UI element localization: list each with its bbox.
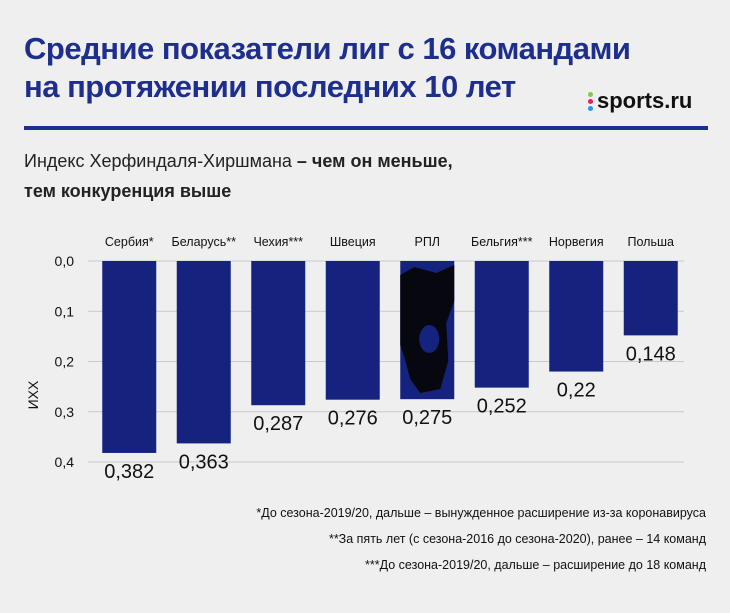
bar [623, 261, 678, 336]
category-label: Норвегия [549, 235, 604, 249]
value-label: 0,382 [104, 461, 154, 483]
footnote-1: *До сезона-2019/20, дальше – вынужденное… [256, 506, 706, 520]
bar [325, 261, 380, 400]
y-tick-label: 0,4 [55, 454, 75, 470]
footnote-2: **За пять лет (с сезона-2016 до сезона-2… [328, 532, 706, 546]
subtitle-regular: Индекс Херфиндаля-Хиршмана [24, 151, 292, 171]
subtitle-bold-1: – чем он меньше, [291, 151, 453, 171]
chart-title: Средние показатели лиг с 16 командами на… [24, 30, 644, 106]
bar [102, 261, 157, 453]
bar [474, 261, 529, 388]
category-label: Беларусь** [172, 235, 237, 249]
subtitle-bold-2: тем конкуренция выше [24, 181, 232, 201]
brand-logo: sports.ru [588, 88, 692, 114]
y-tick-label: 0,1 [55, 303, 75, 319]
bar [251, 261, 306, 406]
title-divider [24, 126, 708, 130]
brand-dots-icon [588, 91, 593, 111]
footnote-3: ***До сезона-2019/20, дальше – расширени… [365, 558, 706, 572]
category-label: РПЛ [414, 235, 440, 249]
footnotes: *До сезона-2019/20, дальше – вынужденное… [256, 500, 706, 578]
value-label: 0,287 [253, 413, 303, 435]
value-label: 0,275 [402, 407, 452, 429]
category-label: Польша [628, 235, 674, 249]
value-label: 0,363 [179, 451, 229, 473]
y-tick-label: 0,3 [55, 404, 75, 420]
category-label: Швеция [330, 235, 376, 249]
y-axis-label: ИХХ [25, 380, 41, 409]
value-label: 0,252 [477, 396, 527, 418]
title-line-2: на протяжении последних 10 лет [24, 69, 516, 104]
bar [549, 261, 604, 372]
category-label: Сербия* [105, 235, 154, 249]
y-tick-label: 0,2 [55, 354, 75, 370]
value-label: 0,22 [557, 380, 596, 402]
brand-name: sports.ru [597, 88, 693, 113]
title-line-1: Средние показатели лиг с 16 командами [24, 31, 631, 66]
category-label: Чехия*** [253, 235, 303, 249]
subtitle: Индекс Херфиндаля-Хиршмана – чем он мень… [24, 146, 624, 206]
bar [176, 261, 231, 444]
value-label: 0,148 [626, 343, 676, 365]
rpl-emblem-icon-detail [419, 325, 440, 353]
y-tick-label: 0,0 [55, 253, 75, 269]
value-label: 0,276 [328, 408, 378, 430]
category-label: Бельгия*** [471, 235, 533, 249]
